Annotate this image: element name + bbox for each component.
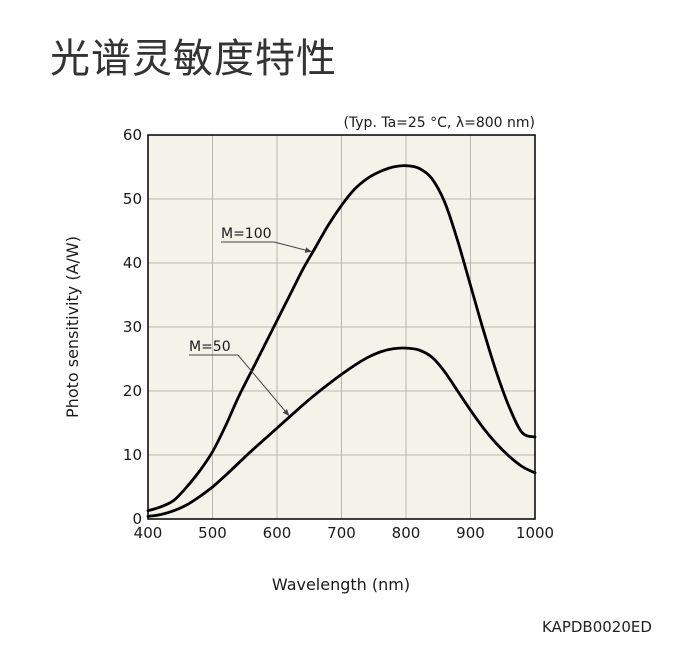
y-axis-label: Photo sensitivity (A/W) xyxy=(63,236,82,418)
x-axis-label: Wavelength (nm) xyxy=(272,575,410,594)
callout-leader-2 xyxy=(237,354,290,417)
x-tick-label: 400 xyxy=(134,524,163,542)
condition-note: (Typ. Ta=25 °C, λ=800 nm) xyxy=(343,115,535,131)
series-label-2: M=50 xyxy=(189,339,231,355)
annotation-layer: M=100 M=50 xyxy=(189,226,313,417)
y-tick-label: 10 xyxy=(123,446,142,464)
y-tick-label: 30 xyxy=(123,318,142,336)
y-tick-label: 20 xyxy=(123,382,142,400)
series-line-1 xyxy=(146,164,537,513)
series-layer xyxy=(146,164,537,518)
x-tick-label: 1000 xyxy=(516,524,554,542)
figure-code: KAPDB0020ED xyxy=(542,618,652,636)
x-tick-label: 800 xyxy=(392,524,421,542)
x-tick-label: 600 xyxy=(263,524,292,542)
callout-leader-1 xyxy=(273,241,313,253)
tick-labels: 400 500 600 700 800 900 1000 0 10 20 30 40 50 60 xyxy=(123,126,554,542)
plot-frame xyxy=(147,134,536,520)
grid xyxy=(148,135,535,519)
x-tick-label: 700 xyxy=(327,524,356,542)
y-tick-label: 50 xyxy=(123,190,142,208)
x-tick-label: 900 xyxy=(456,524,485,542)
page-title: 光谱灵敏度特性 xyxy=(50,36,337,82)
y-tick-label: 0 xyxy=(132,510,142,528)
y-tick-label: 60 xyxy=(123,126,142,144)
series-line-2 xyxy=(146,346,537,518)
x-tick-label: 500 xyxy=(198,524,227,542)
y-tick-label: 40 xyxy=(123,254,142,272)
series-label-1: M=100 xyxy=(221,226,272,242)
